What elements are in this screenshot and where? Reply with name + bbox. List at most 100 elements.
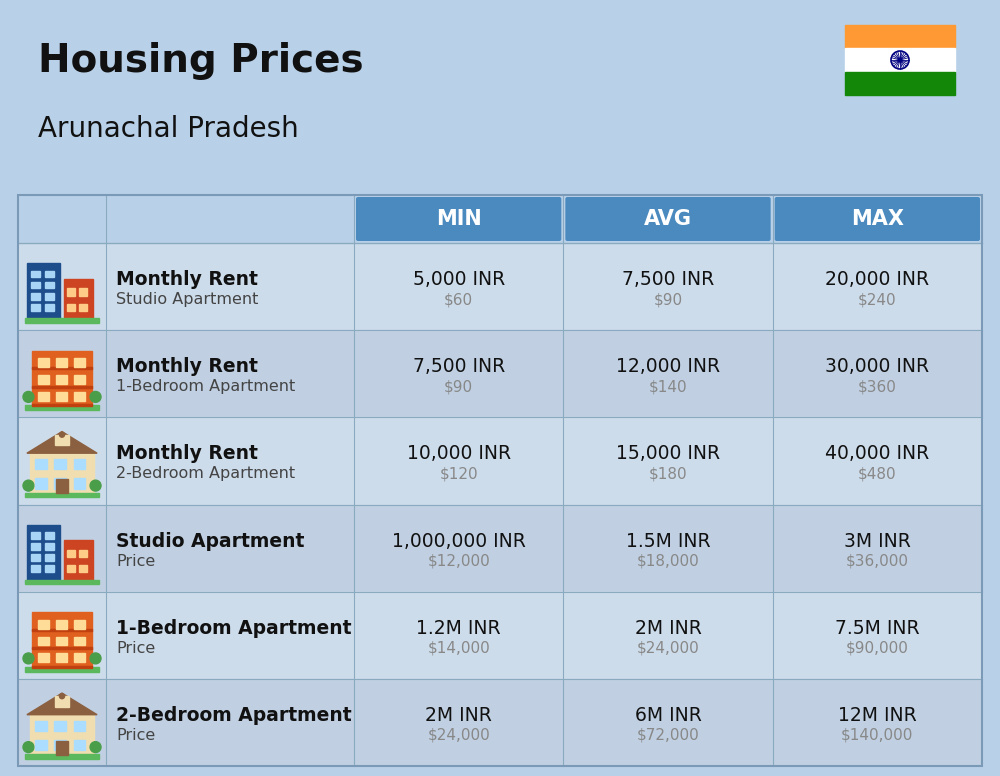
Bar <box>56 392 67 400</box>
Text: AVG: AVG <box>644 209 692 229</box>
Text: 2M INR: 2M INR <box>425 706 492 725</box>
Bar <box>45 271 54 277</box>
Text: 1-Bedroom Apartment: 1-Bedroom Apartment <box>116 379 295 394</box>
Bar <box>18 417 982 504</box>
Circle shape <box>90 480 101 491</box>
Bar <box>54 479 66 489</box>
Text: Monthly Rent: Monthly Rent <box>116 357 258 376</box>
Bar <box>32 647 92 650</box>
Bar <box>56 620 67 629</box>
Text: 2M INR: 2M INR <box>635 618 701 638</box>
Text: $480: $480 <box>858 466 897 481</box>
Polygon shape <box>27 431 97 453</box>
Bar <box>45 543 54 550</box>
Text: 30,000 INR: 30,000 INR <box>825 357 929 376</box>
Bar <box>30 715 94 755</box>
Bar <box>31 293 40 300</box>
Bar <box>18 679 982 766</box>
Text: Price: Price <box>116 641 155 656</box>
Bar <box>56 636 67 646</box>
Text: $90,000: $90,000 <box>846 641 909 656</box>
Bar <box>56 480 68 494</box>
Bar <box>30 453 94 494</box>
Bar <box>38 375 49 384</box>
Text: Arunachal Pradesh: Arunachal Pradesh <box>38 115 299 143</box>
Bar <box>18 243 982 330</box>
Bar <box>79 550 87 557</box>
Bar <box>32 612 92 667</box>
Bar <box>79 303 87 311</box>
Bar <box>25 754 99 759</box>
Text: $36,000: $36,000 <box>846 553 909 569</box>
Circle shape <box>90 391 101 403</box>
Bar <box>74 375 85 384</box>
Bar <box>18 195 982 243</box>
Bar <box>845 71 955 95</box>
Bar <box>45 304 54 310</box>
Bar <box>74 479 85 489</box>
Bar <box>32 404 92 406</box>
Bar <box>18 195 982 766</box>
Bar <box>67 565 75 573</box>
Text: Housing Prices: Housing Prices <box>38 42 364 80</box>
Bar <box>56 741 68 755</box>
Text: Price: Price <box>116 553 155 569</box>
Bar <box>35 721 47 731</box>
Bar <box>32 367 92 369</box>
Text: 7,500 INR: 7,500 INR <box>622 270 714 289</box>
Text: Price: Price <box>116 728 155 743</box>
Bar <box>74 636 85 646</box>
Bar <box>35 479 47 489</box>
Text: 7.5M INR: 7.5M INR <box>835 618 920 638</box>
Text: $24,000: $24,000 <box>427 728 490 743</box>
Text: 1.5M INR: 1.5M INR <box>626 532 710 551</box>
Text: 2-Bedroom Apartment: 2-Bedroom Apartment <box>116 466 295 481</box>
Circle shape <box>23 653 34 663</box>
Text: $120: $120 <box>439 466 478 481</box>
Bar <box>31 543 40 550</box>
Text: Monthly Rent: Monthly Rent <box>116 270 258 289</box>
Bar <box>74 392 85 400</box>
Bar <box>54 459 66 469</box>
Bar <box>31 532 40 539</box>
Text: 20,000 INR: 20,000 INR <box>825 270 929 289</box>
Bar <box>45 566 54 572</box>
Text: 15,000 INR: 15,000 INR <box>616 445 720 463</box>
Bar <box>31 554 40 561</box>
Text: 10,000 INR: 10,000 INR <box>407 445 511 463</box>
Bar <box>74 653 85 662</box>
Circle shape <box>59 432 65 437</box>
Bar <box>27 525 60 580</box>
Bar <box>55 696 69 707</box>
Circle shape <box>898 58 902 61</box>
Text: 7,500 INR: 7,500 INR <box>413 357 505 376</box>
Bar <box>74 721 85 731</box>
Circle shape <box>90 653 101 663</box>
Bar <box>74 620 85 629</box>
Bar <box>38 392 49 400</box>
Text: $72,000: $72,000 <box>637 728 699 743</box>
Bar <box>31 271 40 277</box>
Bar <box>45 532 54 539</box>
Circle shape <box>23 742 34 753</box>
Text: 2-Bedroom Apartment: 2-Bedroom Apartment <box>116 706 352 725</box>
Circle shape <box>59 694 65 698</box>
Text: $24,000: $24,000 <box>637 641 699 656</box>
Text: $360: $360 <box>858 379 897 394</box>
FancyBboxPatch shape <box>565 197 771 241</box>
Bar <box>45 554 54 561</box>
Bar <box>56 375 67 384</box>
Text: $240: $240 <box>858 292 897 307</box>
Text: 1,000,000 INR: 1,000,000 INR <box>392 532 526 551</box>
Text: Studio Apartment: Studio Apartment <box>116 532 304 551</box>
Circle shape <box>23 391 34 403</box>
Bar <box>25 405 99 410</box>
Text: 3M INR: 3M INR <box>844 532 911 551</box>
Bar <box>25 318 99 323</box>
Bar <box>56 653 67 662</box>
Bar <box>38 653 49 662</box>
Text: 12M INR: 12M INR <box>838 706 917 725</box>
Bar <box>38 636 49 646</box>
FancyBboxPatch shape <box>356 197 561 241</box>
Bar <box>79 289 87 296</box>
